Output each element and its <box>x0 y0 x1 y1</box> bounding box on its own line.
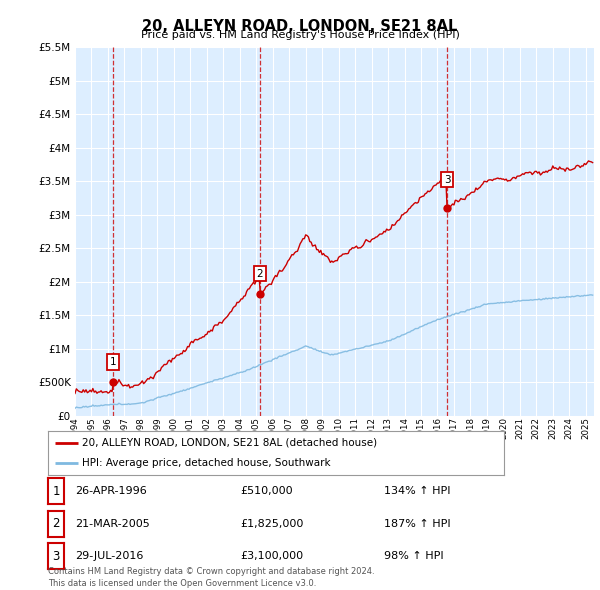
Text: 29-JUL-2016: 29-JUL-2016 <box>75 552 143 561</box>
Text: 1: 1 <box>52 485 60 498</box>
Text: £510,000: £510,000 <box>240 487 293 496</box>
Text: 20, ALLEYN ROAD, LONDON, SE21 8AL: 20, ALLEYN ROAD, LONDON, SE21 8AL <box>142 19 458 34</box>
Text: £1,825,000: £1,825,000 <box>240 519 304 529</box>
Text: 98% ↑ HPI: 98% ↑ HPI <box>384 552 443 561</box>
Text: 2: 2 <box>52 517 60 530</box>
Text: 26-APR-1996: 26-APR-1996 <box>75 487 147 496</box>
Text: 2: 2 <box>257 269 263 279</box>
Text: 187% ↑ HPI: 187% ↑ HPI <box>384 519 451 529</box>
Text: Price paid vs. HM Land Registry's House Price Index (HPI): Price paid vs. HM Land Registry's House … <box>140 30 460 40</box>
Text: HPI: Average price, detached house, Southwark: HPI: Average price, detached house, Sout… <box>82 458 331 468</box>
Text: 3: 3 <box>52 550 60 563</box>
Text: 1: 1 <box>110 357 116 367</box>
Text: 3: 3 <box>444 175 451 185</box>
Text: 20, ALLEYN ROAD, LONDON, SE21 8AL (detached house): 20, ALLEYN ROAD, LONDON, SE21 8AL (detac… <box>82 438 377 448</box>
Text: 134% ↑ HPI: 134% ↑ HPI <box>384 487 451 496</box>
Text: £3,100,000: £3,100,000 <box>240 552 303 561</box>
Text: Contains HM Land Registry data © Crown copyright and database right 2024.
This d: Contains HM Land Registry data © Crown c… <box>48 568 374 588</box>
Text: 21-MAR-2005: 21-MAR-2005 <box>75 519 150 529</box>
